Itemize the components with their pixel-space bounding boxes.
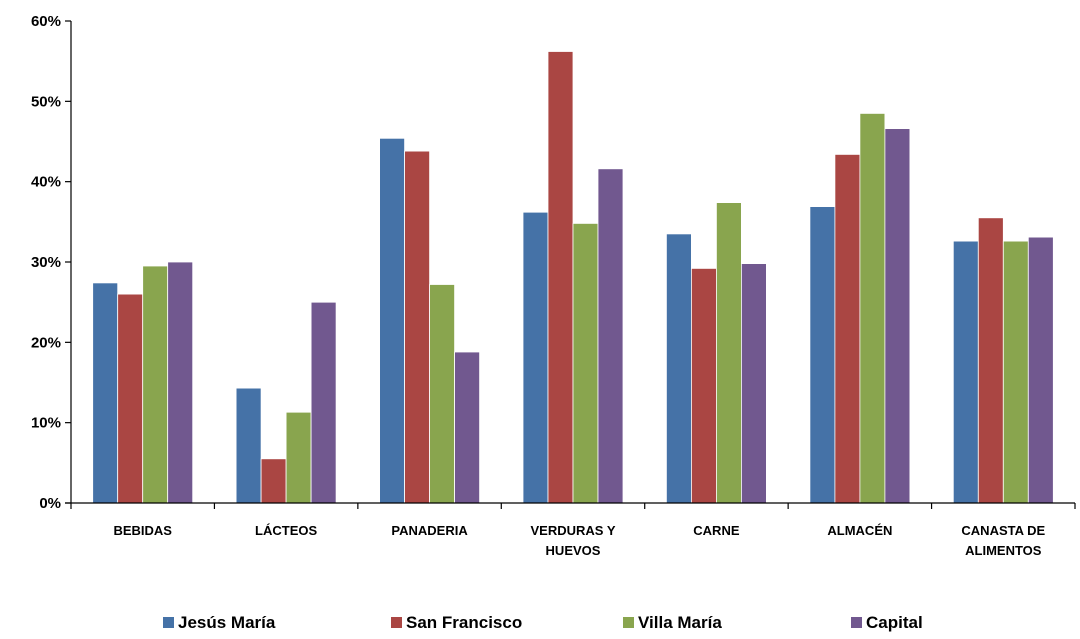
bar-6-series-2 [834, 153, 861, 504]
axes-layer [65, 20, 1076, 509]
y-tick-label: 50% [31, 93, 61, 110]
bar-2-series-3 [285, 411, 312, 504]
bar-7-series-3 [1002, 240, 1029, 504]
category-label: BEBIDAS [113, 523, 172, 538]
bar-2-series-4 [310, 301, 337, 504]
bar-5-series-2 [691, 267, 717, 504]
bar-7-series-1 [952, 240, 979, 504]
bar-5-series-3 [716, 202, 742, 504]
category-label: VERDURAS Y [530, 523, 615, 538]
bar-3-series-2 [404, 150, 431, 504]
bars-layer [92, 51, 1054, 504]
bar-3-series-3 [429, 284, 456, 504]
bar-6-series-3 [859, 113, 886, 504]
bar-1-series-3 [142, 265, 169, 504]
category-labels: BEBIDAS LÁCTEOS PANADERIA VERDURAS Y HUEVOS C… [113, 523, 1045, 558]
bar-1-series-4 [167, 261, 194, 504]
bar-2-series-1 [235, 387, 262, 504]
bar-5-series-1 [666, 233, 692, 504]
bar-5-series-4 [741, 263, 767, 504]
y-tick-label: 0% [39, 495, 61, 512]
bar-6-series-1 [809, 206, 836, 504]
legend-label: Villa María [638, 613, 722, 632]
legend-swatch [163, 617, 174, 628]
legend-swatch [851, 617, 862, 628]
bar-7-series-2 [977, 217, 1004, 504]
bar-4-series-3 [572, 222, 599, 504]
bar-2-series-2 [260, 458, 287, 504]
category-label: LÁCTEOS [255, 523, 317, 538]
bar-3-series-1 [379, 137, 406, 504]
legend-label: Jesús María [178, 613, 276, 632]
bar-1-series-2 [117, 293, 144, 504]
bar-4-series-1 [522, 211, 549, 504]
legend-label: Capital [866, 613, 923, 632]
legend-swatch [623, 617, 634, 628]
category-label: CARNE [693, 523, 740, 538]
legend: Jesús María San Francisco Villa María Capit… [163, 613, 923, 632]
y-tick-label: 30% [31, 254, 61, 271]
y-tick-label: 40% [31, 174, 61, 191]
category-label: ALMACÉN [827, 523, 892, 538]
category-label: CANASTA DE [961, 523, 1045, 538]
y-tick-label: 20% [31, 334, 61, 351]
bar-6-series-4 [884, 128, 911, 504]
bar-1-series-1 [92, 282, 119, 504]
y-tick-label: 10% [31, 415, 61, 432]
bar-4-series-2 [547, 51, 574, 504]
legend-label: San Francisco [406, 613, 522, 632]
legend-swatch [391, 617, 402, 628]
category-label: ALIMENTOS [965, 543, 1042, 558]
bar-3-series-4 [454, 351, 481, 504]
bar-7-series-4 [1027, 236, 1054, 504]
category-label: HUEVOS [546, 543, 601, 558]
bar-4-series-4 [597, 168, 624, 504]
y-tick-labels: 0% 10% 20% 30% 40% 50% 60% [31, 13, 61, 512]
category-label: PANADERIA [391, 523, 468, 538]
y-tick-label: 60% [31, 13, 61, 30]
